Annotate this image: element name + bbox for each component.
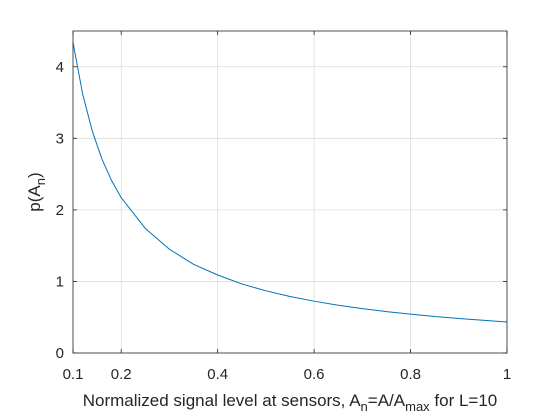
plot-box	[72, 30, 508, 354]
y-tick-label: 2	[56, 202, 64, 219]
y-tick-labels: 0 1 2 3 4	[56, 59, 64, 362]
x-tick-label: 1	[503, 366, 511, 383]
y-tick-label: 0	[56, 345, 64, 362]
x-tick-label: 0.4	[207, 366, 228, 383]
x-axis-label: Normalized signal level at sensors, An=A…	[83, 391, 498, 414]
x-tick-label: 0.6	[304, 366, 325, 383]
x-tick-label: 0.2	[111, 366, 132, 383]
x-tick-label: 0.1	[63, 366, 84, 383]
series-line	[72, 42, 508, 323]
x-tick-labels: 0.1 0.2 0.4 0.6 0.8 1	[63, 366, 512, 383]
y-tick-label: 1	[56, 273, 64, 290]
y-axis-label: p(An)	[25, 172, 48, 211]
plot-area	[73, 31, 507, 353]
y-tick-label: 4	[56, 59, 64, 76]
y-tick-label: 3	[56, 130, 64, 147]
x-tick-label: 0.8	[400, 366, 421, 383]
ticks	[72, 31, 508, 354]
series-layer	[72, 42, 508, 323]
